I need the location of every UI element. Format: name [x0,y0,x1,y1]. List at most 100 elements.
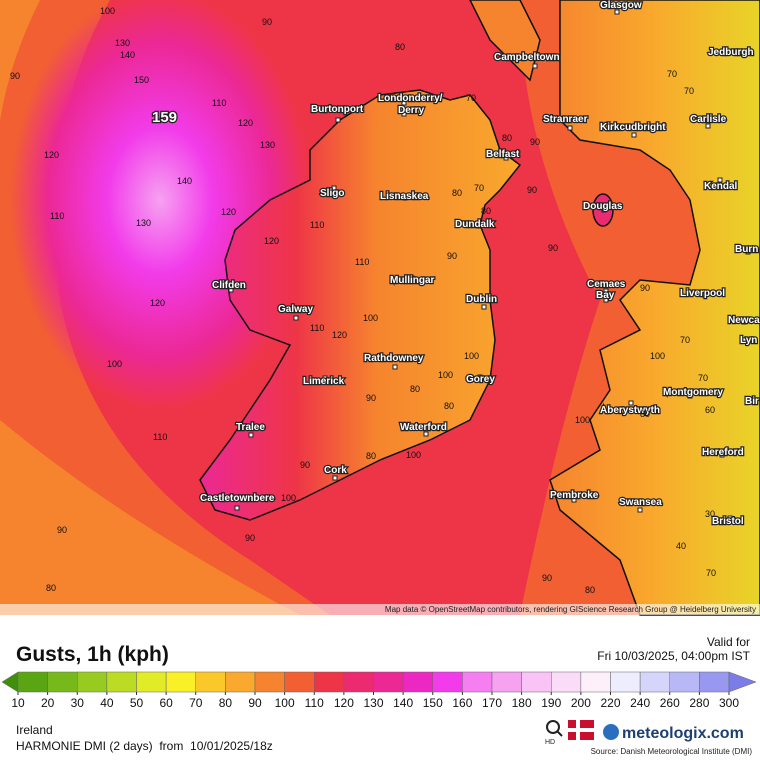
contour-label: 30 [705,509,715,519]
place-marker [705,123,711,129]
colorbar-cell [136,671,167,693]
colorbar-cell [314,671,345,693]
colorbar-tick-label: 200 [571,696,591,710]
place-label: Rathdowney [364,353,424,364]
place-marker [423,431,429,437]
contour-label: 130 [136,218,151,228]
place-marker [392,364,398,370]
contour-label: 80 [640,409,650,419]
place-marker [248,432,254,438]
place-marker [401,111,407,117]
colorbar-cell [47,671,78,693]
place-label: Sligo [320,188,344,199]
colorbar-tick-label: 300 [719,696,739,710]
place-label: Galway [278,304,313,315]
place-label: Jedburgh [708,47,754,58]
contour-label: 90 [262,17,272,27]
region: Ireland [16,723,53,737]
place-marker [717,177,723,183]
map [0,0,760,616]
colorbar-tick-label: 130 [363,696,383,710]
source: Source: Danish Meteorological Institute … [591,747,753,756]
place-label: Derry [398,105,425,116]
great-britain [549,0,760,616]
place-marker [747,399,753,405]
place-marker [631,132,637,138]
place-marker [477,374,483,380]
colorbar-tick-label: 40 [100,696,114,710]
place-marker [322,375,328,381]
place-marker [614,9,620,15]
place-label: Pembroke [550,490,599,501]
colorbar-arrow [1,671,19,693]
place-marker [601,207,607,213]
place-label: Douglas [583,201,623,212]
place-marker [628,400,634,406]
contour-label: 100 [107,359,122,369]
place-label: Bristol [712,516,744,527]
contour-label: 100 [406,450,421,460]
contour-label: 120 [44,150,59,160]
place-marker [637,507,643,513]
contour-label: 70 [466,93,476,103]
contour-label: 100 [650,351,665,361]
place-label: Kirkcudbright [600,122,666,133]
contour-label: 70 [698,373,708,383]
ireland [199,89,522,521]
colorbar-cell [17,671,48,693]
colorbar-cell [77,671,108,693]
place-label: Belfast [486,149,520,160]
chart-title: Gusts, 1h (kph) [16,643,169,666]
contour-label: 70 [706,568,716,578]
search-icon [556,730,563,737]
place-label: Cemaes [587,279,626,290]
contour-label: 90 [530,137,540,147]
contour-label: 70 [667,69,677,79]
place-marker [234,505,240,511]
contour-label: 110 [355,257,369,267]
place-marker [732,50,738,56]
place-label: Glasgow [600,0,642,11]
place-marker [701,292,707,298]
place-marker [335,117,341,123]
colorbar-cell [165,671,196,693]
colorbar-cell [402,671,433,693]
contour-label: 110 [50,211,64,221]
place-marker [603,297,609,303]
model: HARMONIE DMI (2 days) from 10/01/2025/18… [16,739,273,753]
place-marker [719,452,725,458]
place-label: Aberystwyth [600,405,660,416]
place-label: Castletownbere [200,493,275,504]
place-label: Carlisle [690,114,727,125]
colorbar-arrow [728,671,757,693]
contour-label: 100 [464,351,479,361]
contour-label: 100 [363,313,378,323]
contour-label: 120 [221,207,236,217]
colorbar-cell [610,671,641,693]
place-marker [687,393,693,399]
place-marker [332,475,338,481]
place-label: Hereford [702,447,744,458]
place-marker [745,249,751,255]
colorbar-cell [699,671,730,693]
contour-label: 150 [134,75,149,85]
place-label: Tralee [236,422,265,433]
contour-label: 90 [300,460,310,470]
kintyre [469,0,541,82]
place-label: Kendal [704,181,738,192]
colorbar-tick-label: 80 [219,696,233,710]
place-marker [402,195,408,201]
search-icon [546,720,560,734]
colorbar-tick-label: 140 [393,696,413,710]
place-label: Newca [728,315,760,326]
place-marker [603,288,609,294]
contour-label: 100 [575,415,590,425]
contour-label: 60 [705,405,715,415]
contour-label: 90 [245,533,255,543]
hd-badge: HD [545,739,555,746]
place-marker [741,319,747,325]
colorbar-cell [551,671,582,693]
contour-label: 80 [452,188,462,198]
contour-label: 100 [281,493,296,503]
contour-label: 100 [438,370,453,380]
